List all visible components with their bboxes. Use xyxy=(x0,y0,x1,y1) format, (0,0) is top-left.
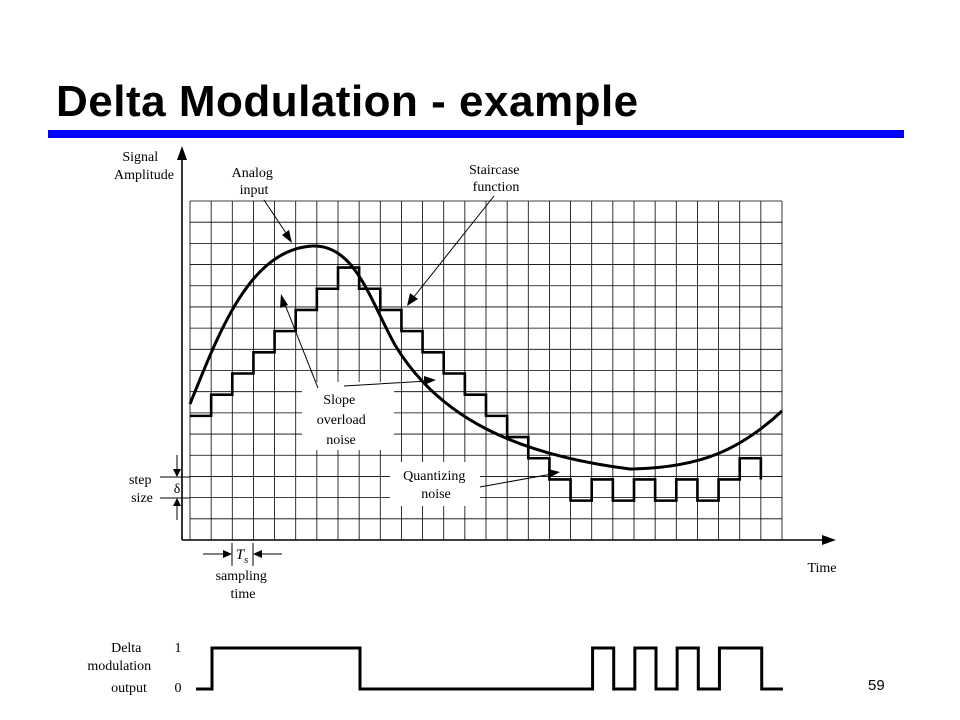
delta-output-waveform xyxy=(196,646,783,691)
quantizing-noise-label-line-2: noise xyxy=(421,487,451,502)
sampling-time-label-line-1: sampling xyxy=(216,569,267,584)
slope-overload-label: Slope overload noise xyxy=(317,393,369,448)
output-label-line-1: Delta xyxy=(111,641,142,656)
x-axis-label: Time xyxy=(807,561,836,576)
quantizing-noise-label-line-1: Quantizing xyxy=(403,469,465,484)
sampling-left-arrowhead xyxy=(223,550,232,558)
staircase-arrowhead xyxy=(407,293,418,306)
quantizing-pointer xyxy=(479,473,553,488)
axes xyxy=(181,150,828,541)
analog-input-label: Analog input xyxy=(232,166,277,198)
staircase-label-line-2: function xyxy=(473,180,520,195)
ts-letter: T xyxy=(236,547,246,563)
y-axis-label-line-2: Amplitude xyxy=(114,168,174,183)
output-label-line-3: output xyxy=(111,681,147,696)
output-level-low: 0 xyxy=(175,681,182,696)
analog-input-label-line-2: input xyxy=(240,183,269,198)
slope-overload-label-line-2: overload xyxy=(317,413,366,428)
output-level-high: 1 xyxy=(175,641,182,656)
analog-input-curve xyxy=(188,244,784,471)
staircase-label: Staircase function xyxy=(469,163,523,195)
slope-pointer-left xyxy=(283,301,319,389)
grid xyxy=(189,200,783,541)
step-size-label-line-2: size xyxy=(131,491,153,506)
slope-label-background xyxy=(302,382,394,450)
output-label-line-2: modulation xyxy=(87,659,151,674)
slope-pointer-right xyxy=(343,380,429,387)
slope-arrowhead-left xyxy=(280,294,288,308)
sampling-time-marker xyxy=(203,543,282,566)
step-size-bottom-arrowhead xyxy=(173,498,181,506)
step-size-label: step size xyxy=(129,473,155,506)
quantizing-noise-label: Quantizing noise xyxy=(403,469,469,502)
y-axis-arrowhead xyxy=(177,146,187,160)
staircase-label-line-1: Staircase xyxy=(469,163,520,178)
analog-input-pointer xyxy=(263,199,289,237)
quantizing-label-background xyxy=(390,462,480,506)
y-axis-label-line-1: Signal xyxy=(122,150,158,165)
step-size-label-line-1: step xyxy=(129,473,152,488)
step-size-marker xyxy=(160,455,190,520)
title-underline xyxy=(48,130,904,138)
sampling-right-arrowhead xyxy=(253,550,262,558)
slope-overload-label-line-3: noise xyxy=(326,433,356,448)
ts-symbol: Ts xyxy=(236,547,249,566)
output-label: Delta modulation output xyxy=(87,641,154,696)
quantizing-arrowhead xyxy=(548,469,560,478)
ts-subscript: s xyxy=(244,554,248,566)
step-size-top-arrowhead xyxy=(173,469,181,477)
x-axis-arrowhead xyxy=(822,535,836,545)
analog-input-arrowhead xyxy=(282,230,292,243)
y-axis-label: Signal Amplitude xyxy=(114,150,174,183)
sampling-time-label: sampling time xyxy=(216,569,271,602)
staircase-pointer xyxy=(412,195,495,299)
slope-arrowhead-right xyxy=(424,376,436,385)
analog-input-label-line-1: Analog xyxy=(232,166,273,181)
sampling-time-label-line-2: time xyxy=(231,587,256,602)
page-number: 59 xyxy=(868,677,885,694)
slide-title: Delta Modulation - example xyxy=(56,77,639,126)
slope-overload-label-line-1: Slope xyxy=(323,393,355,408)
delta-symbol: δ xyxy=(174,482,181,497)
